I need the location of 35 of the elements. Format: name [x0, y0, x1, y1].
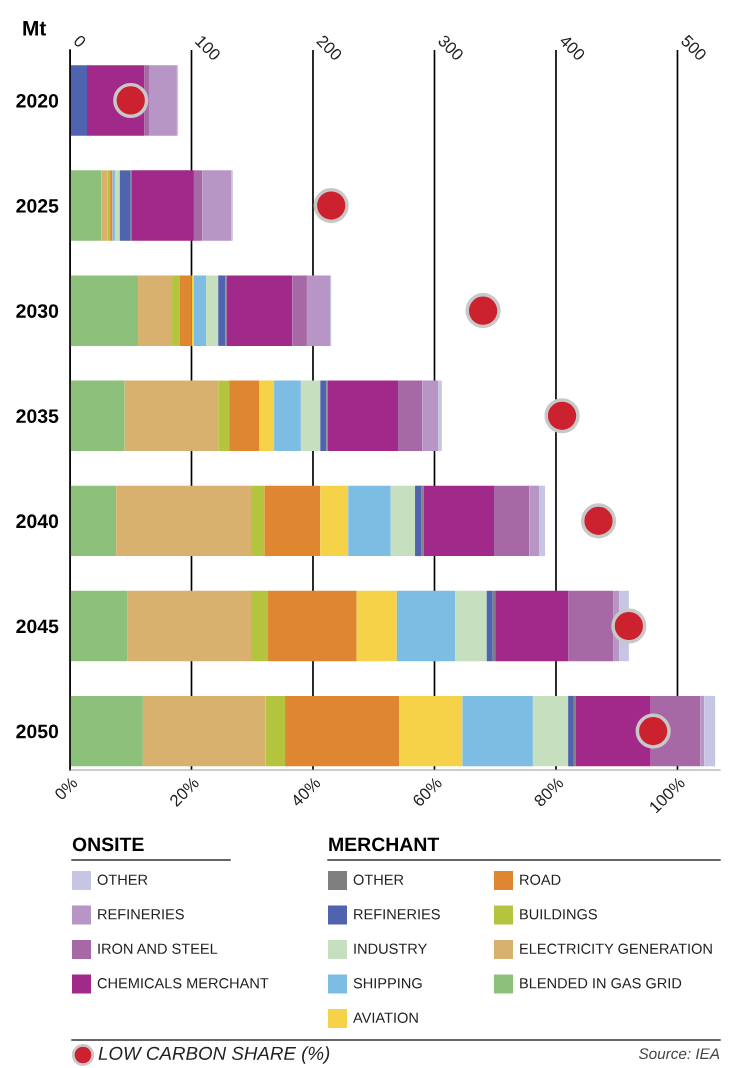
legend-label: CHEMICALS MERCHANT [97, 978, 269, 989]
legend-label: SHIPPING [353, 978, 422, 989]
x-tick-label: 300 [437, 34, 465, 62]
x-tick-label: 100 [194, 34, 222, 62]
y-tick-label: 2040 [16, 514, 59, 529]
legend-label: AVIATION [353, 1012, 418, 1023]
legend-label: BUILDINGS [520, 909, 597, 920]
source-note: Source: IEA [638, 1048, 720, 1060]
legend-label: BLENDED IN GAS GRID [520, 978, 682, 989]
x2-tick-label: 60% [411, 776, 443, 808]
y-tick-label: 2050 [16, 724, 59, 739]
legend-label: REFINERIES [354, 909, 440, 920]
legend-label: LOW CARBON SHARE (%) [98, 1046, 330, 1064]
legend-label: INDUSTRY [354, 943, 427, 954]
x-tick-label: 0 [72, 34, 87, 49]
legend-label: OTHER [97, 874, 148, 885]
text: MERCHANT [329, 837, 440, 852]
y-tick-label: 2045 [16, 619, 59, 634]
y-tick-label: 2035 [16, 409, 59, 424]
y-tick-label: 2025 [16, 199, 59, 213]
legend-label: REFINERIES [98, 909, 184, 920]
legend-label: ROAD [520, 874, 561, 885]
text: ONSITE [72, 837, 144, 852]
x-tick-label: 500 [680, 34, 708, 62]
legend-label: OTHER [353, 874, 404, 885]
x-tick-label: 400 [558, 34, 586, 62]
x2-tick-label: 80% [533, 776, 565, 808]
x-axis-title: Mt [23, 21, 47, 36]
legend-label: ELECTRICITY GENERATION [520, 943, 712, 954]
x2-tick-label: 0% [53, 776, 79, 801]
y-tick-label: 2020 [16, 93, 59, 108]
x-tick-label: 200 [315, 34, 343, 62]
y-tick-label: 2030 [16, 304, 59, 318]
legend-label: IRON AND STEEL [98, 943, 218, 954]
x2-tick-label: 40% [289, 776, 322, 808]
